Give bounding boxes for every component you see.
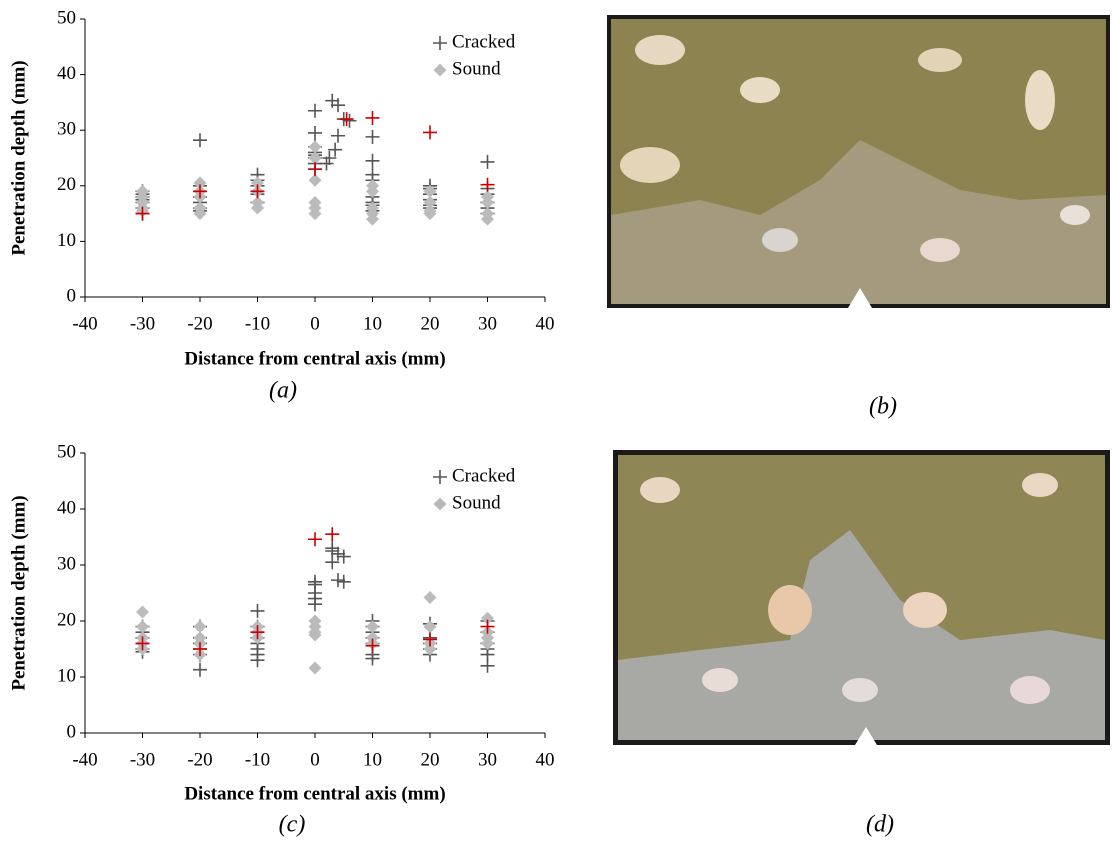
point [366, 111, 380, 125]
point [340, 112, 354, 126]
x-tick-label: -30 [130, 749, 155, 770]
point [366, 639, 380, 653]
x-tick-label: -20 [187, 313, 212, 334]
caption: (d) [866, 812, 894, 838]
point [343, 114, 357, 128]
x-axis-label: Distance from central axis (mm) [184, 348, 445, 369]
y-tick-label: 10 [57, 665, 76, 686]
point [366, 154, 380, 168]
y-tick-label: 0 [67, 285, 77, 306]
point [481, 659, 495, 673]
x-tick-label: -40 [72, 313, 97, 334]
point [337, 575, 351, 589]
legend-label: Cracked [452, 31, 516, 52]
photo-d [613, 450, 1110, 745]
point [136, 606, 149, 619]
x-tick-label: 20 [421, 313, 440, 334]
point [366, 130, 380, 144]
point [308, 126, 322, 140]
point [331, 573, 345, 587]
caption: (c) [279, 812, 306, 838]
caption: (b) [869, 394, 897, 420]
x-tick-label: 10 [363, 313, 382, 334]
y-tick-label: 10 [57, 230, 76, 251]
point [136, 620, 149, 633]
x-tick-label: 20 [421, 749, 440, 770]
x-tick-label: -30 [130, 313, 155, 334]
point [424, 620, 437, 633]
point [424, 185, 437, 198]
y-axis-label: Penetration depth (mm) [8, 495, 29, 690]
caption: (a) [269, 378, 297, 404]
y-tick-label: 20 [57, 174, 76, 195]
legend-label: Sound [452, 492, 501, 513]
x-tick-label: -40 [72, 749, 97, 770]
point [481, 155, 495, 169]
y-tick-label: 0 [67, 721, 77, 742]
legend-label: Sound [452, 58, 501, 79]
figure: (b) (d) 0 10 20 30 40 50 -40 -30 -20 -10 0 10 20 30 40… [0, 0, 1113, 841]
y-axis-label: Penetration depth (mm) [8, 60, 29, 255]
point [251, 604, 265, 618]
point [366, 620, 379, 633]
y-tick-label: 50 [57, 441, 76, 462]
x-tick-label: -10 [245, 749, 270, 770]
x-tick-label: 30 [478, 313, 497, 334]
legend-label: Cracked [452, 465, 516, 486]
x-tick-label: 0 [310, 313, 320, 334]
y-tick-label: 40 [57, 497, 76, 518]
x-tick-label: 0 [310, 749, 320, 770]
legend-marker [433, 36, 447, 50]
photo-b [607, 15, 1110, 308]
point [366, 652, 380, 666]
y-tick-label: 20 [57, 609, 76, 630]
x-tick-label: -10 [245, 313, 270, 334]
point [309, 140, 322, 153]
y-tick-label: 30 [57, 119, 76, 140]
point [423, 125, 437, 139]
y-tick-label: 50 [57, 7, 76, 28]
point [193, 133, 207, 147]
legend-marker [433, 470, 447, 484]
point [331, 129, 345, 143]
point [308, 104, 322, 118]
legend-marker [434, 498, 447, 511]
x-tick-label: 30 [478, 749, 497, 770]
x-tick-label: 40 [536, 749, 555, 770]
point [328, 143, 342, 157]
point [481, 178, 495, 192]
point [424, 591, 437, 604]
x-axis-label: Distance from central axis (mm) [184, 783, 445, 804]
point [193, 663, 207, 677]
x-tick-label: -20 [187, 749, 212, 770]
y-tick-label: 30 [57, 553, 76, 574]
legend-marker [434, 64, 447, 77]
point [194, 620, 207, 633]
y-tick-label: 40 [57, 63, 76, 84]
point [309, 662, 322, 675]
x-tick-label: 10 [363, 749, 382, 770]
x-tick-label: 40 [536, 313, 555, 334]
point [308, 532, 322, 546]
point [325, 527, 339, 541]
